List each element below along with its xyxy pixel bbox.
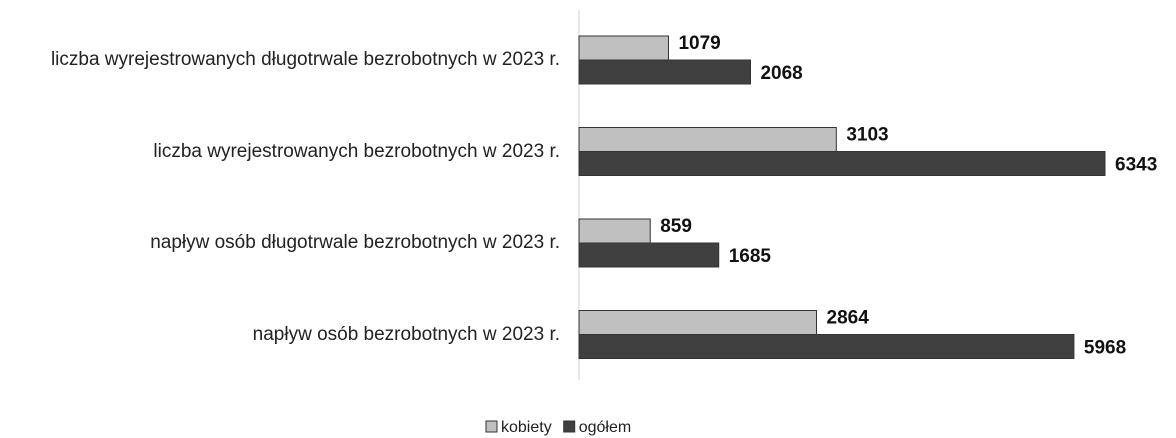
category-text: liczba wyrejestrowanych długotrwale bezr… (50, 49, 560, 70)
category-label: liczba wyrejestrowanych bezrobotnych w 2… (0, 140, 560, 164)
bar (578, 242, 720, 268)
category-text: liczba wyrejestrowanych bezrobotnych w 2… (153, 140, 560, 162)
category-label: liczba wyrejestrowanych długotrwale bezr… (0, 48, 560, 72)
value-label: 1079 (678, 33, 720, 54)
value-label: 859 (660, 216, 692, 237)
value-label: 2068 (760, 63, 802, 84)
category-label: napływ osób długotrwale bezrobotnych w 2… (0, 231, 560, 255)
bar (578, 310, 818, 335)
value-label: 1685 (729, 246, 772, 267)
bar (578, 218, 651, 244)
bar (578, 334, 1075, 359)
category-label: napływ osób bezrobotnych w 2023 r. (0, 323, 560, 347)
value-label: 2864 (827, 308, 870, 329)
bar (578, 127, 837, 152)
value-label: 6343 (1115, 155, 1157, 176)
bar (578, 59, 751, 85)
legend-swatch (485, 420, 498, 433)
legend-label: ogółem (579, 419, 631, 436)
value-label: 5968 (1084, 338, 1126, 359)
legend-swatch (563, 420, 576, 433)
category-text: napływ osób długotrwale bezrobotnych w 2… (150, 232, 560, 253)
legend-label: kobiety (501, 419, 552, 436)
bar (578, 151, 1106, 176)
category-text: napływ osób bezrobotnych w 2023 r. (252, 323, 560, 345)
bar (578, 35, 669, 61)
value-label: 3103 (846, 125, 888, 146)
